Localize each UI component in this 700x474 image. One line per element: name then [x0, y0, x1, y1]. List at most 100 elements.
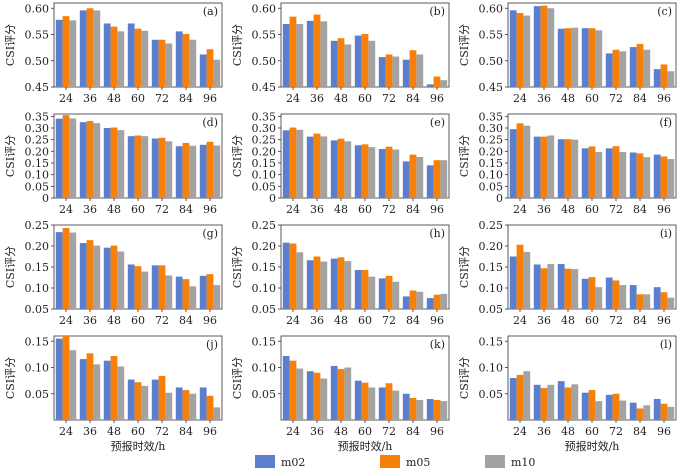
bar-m05-96 — [433, 76, 441, 87]
x-tick-label: 72 — [155, 203, 169, 216]
panel-label: (i) — [660, 227, 672, 240]
y-axis-title: CSI评分 — [231, 24, 244, 66]
bar-m10-96 — [667, 159, 675, 198]
x-tick-label: 36 — [537, 425, 551, 438]
bar-m05-24 — [516, 374, 524, 420]
x-tick-label: 48 — [561, 92, 575, 105]
bar-m02-72 — [605, 148, 613, 198]
panel-label: (a) — [203, 5, 218, 18]
bar-m05-84 — [636, 43, 644, 87]
bar-m05-60 — [588, 277, 596, 309]
y-tick-label: 0.45 — [479, 81, 504, 94]
x-tick-label: 60 — [585, 92, 599, 105]
x-tick-label: 36 — [83, 314, 97, 327]
x-tick-label: 24 — [286, 425, 300, 438]
y-axis-title: CSI评分 — [231, 135, 244, 177]
bar-m02-96 — [653, 287, 661, 309]
x-tick-label: 24 — [286, 203, 300, 216]
bar-m02-48 — [330, 40, 338, 87]
bar-m05-36 — [313, 256, 321, 309]
bar-m02-24 — [282, 242, 290, 309]
bar-m10-60 — [368, 147, 376, 198]
x-tick-label: 60 — [585, 314, 599, 327]
y-tick-label: 0.20 — [479, 145, 504, 158]
panel-label: (g) — [202, 227, 218, 240]
y-tick-label: 0.20 — [479, 240, 504, 253]
bar-m05-24 — [516, 244, 524, 309]
bar-m05-24 — [516, 12, 524, 88]
x-tick-label: 72 — [609, 203, 623, 216]
bar-m05-84 — [636, 408, 644, 420]
bar-m10-60 — [595, 401, 603, 420]
bar-m05-96 — [206, 141, 214, 198]
bar-m10-72 — [392, 149, 400, 198]
bar-m10-72 — [392, 281, 400, 309]
bar-m05-48 — [110, 26, 118, 88]
bar-m10-48 — [344, 44, 352, 87]
bar-m02-24 — [509, 10, 517, 88]
x-axis-title: 预报时效/h — [338, 439, 393, 453]
bar-m05-72 — [612, 146, 620, 198]
x-tick-label: 36 — [310, 203, 324, 216]
bar-m10-24 — [296, 368, 304, 420]
bar-m02-96 — [199, 275, 207, 309]
bar-m10-48 — [571, 269, 579, 309]
bar-m05-96 — [660, 64, 668, 87]
bar-m05-72 — [158, 137, 166, 198]
x-tick-label: 72 — [155, 314, 169, 327]
bar-m02-48 — [330, 365, 338, 420]
bar-m02-24 — [509, 256, 517, 309]
bar-m02-60 — [354, 35, 362, 87]
bar-m02-72 — [151, 39, 159, 87]
bar-m10-60 — [141, 136, 149, 198]
bar-m05-48 — [564, 139, 572, 198]
bar-m02-96 — [199, 387, 207, 420]
y-axis-title: CSI评分 — [4, 24, 17, 66]
bar-m05-60 — [134, 28, 142, 87]
bar-m05-24 — [289, 360, 297, 420]
x-tick-label: 24 — [59, 203, 73, 216]
bar-m02-96 — [426, 298, 434, 309]
x-tick-label: 24 — [513, 203, 527, 216]
bar-m05-60 — [361, 33, 369, 87]
bar-m02-60 — [354, 145, 362, 198]
bar-m10-84 — [189, 286, 197, 309]
bar-m05-24 — [289, 127, 297, 198]
x-tick-label: 60 — [585, 425, 599, 438]
bar-m02-36 — [79, 122, 87, 198]
y-tick-label: 0.60 — [479, 2, 504, 15]
bar-m05-96 — [660, 403, 668, 420]
x-tick-label: 84 — [179, 203, 193, 216]
y-tick-label: 0.45 — [25, 81, 50, 94]
y-tick-label: 0.25 — [479, 219, 504, 232]
x-tick-label: 84 — [633, 425, 647, 438]
x-tick-label: 96 — [430, 203, 444, 216]
bar-m02-48 — [557, 28, 565, 87]
bar-m02-36 — [533, 384, 541, 420]
bar-m10-84 — [189, 145, 197, 198]
x-tick-label: 36 — [83, 425, 97, 438]
bar-m10-72 — [165, 275, 173, 309]
bar-m05-72 — [158, 265, 166, 309]
bar-m05-48 — [337, 369, 345, 420]
bar-m02-36 — [306, 136, 314, 198]
bar-m02-60 — [581, 28, 589, 87]
bar-m02-48 — [103, 360, 111, 420]
bar-m02-96 — [199, 144, 207, 198]
bar-m02-72 — [605, 394, 613, 420]
bar-m10-72 — [165, 392, 173, 420]
legend-swatch-m10 — [485, 455, 505, 468]
bar-m10-60 — [368, 276, 376, 309]
bar-m02-48 — [557, 139, 565, 198]
x-tick-label: 48 — [107, 92, 121, 105]
bar-m02-24 — [55, 232, 63, 309]
x-tick-label: 36 — [310, 425, 324, 438]
bar-m05-24 — [62, 227, 70, 309]
bar-m05-72 — [385, 275, 393, 309]
bar-m02-84 — [629, 47, 637, 87]
bar-m05-84 — [636, 294, 644, 309]
bar-m05-72 — [385, 146, 393, 198]
x-tick-label: 60 — [585, 203, 599, 216]
y-axis-title: CSI评分 — [458, 24, 471, 66]
bar-m05-84 — [636, 153, 644, 198]
